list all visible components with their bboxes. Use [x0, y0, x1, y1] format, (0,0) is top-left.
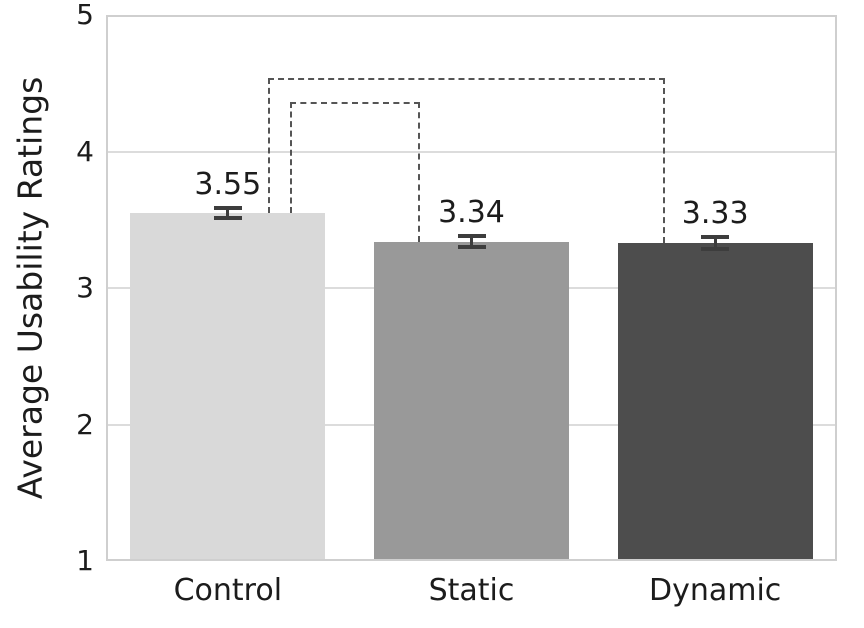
error-bar-line-static	[470, 234, 473, 249]
x-tick-control: Control	[173, 573, 283, 608]
bar-dynamic	[617, 242, 813, 561]
value-label-dynamic: 3.33	[681, 196, 749, 232]
bar-static	[374, 241, 569, 561]
significance-bracket-right-control-static	[418, 102, 421, 242]
error-bar-line-control	[226, 206, 230, 220]
x-tick-static: Static	[428, 573, 515, 608]
y-tick-4: 4	[76, 134, 94, 168]
value-label-control: 3.55	[194, 166, 262, 202]
y-tick-3: 3	[76, 271, 94, 304]
value-label-static: 3.34	[438, 194, 505, 230]
y-tick-5: 5	[76, 0, 94, 31]
error-bar-top-cap-control	[213, 205, 242, 210]
bar-control	[130, 212, 326, 561]
plot-area: 3.55 3.34 3.33	[106, 15, 837, 561]
gridline-4	[106, 150, 837, 153]
error-bar-bottom-cap-dynamic	[701, 246, 730, 251]
significance-bracket-left-control-dynamic	[267, 77, 270, 213]
error-bar-bottom-cap-static	[457, 245, 486, 250]
significance-bracket-top-control-static	[289, 102, 421, 105]
y-tick-2: 2	[76, 407, 94, 441]
significance-bracket-right-control-dynamic	[662, 77, 665, 243]
error-bar-top-cap-static	[457, 233, 486, 238]
x-tick-dynamic: Dynamic	[649, 573, 782, 608]
significance-bracket-left-control-static	[289, 102, 292, 213]
error-bar-bottom-cap-control	[213, 216, 242, 221]
significance-bracket-top-control-dynamic	[267, 77, 665, 80]
error-bar-line-dynamic	[713, 236, 717, 250]
error-bar-top-cap-dynamic	[701, 235, 730, 240]
y-tick-1: 1	[76, 544, 94, 577]
